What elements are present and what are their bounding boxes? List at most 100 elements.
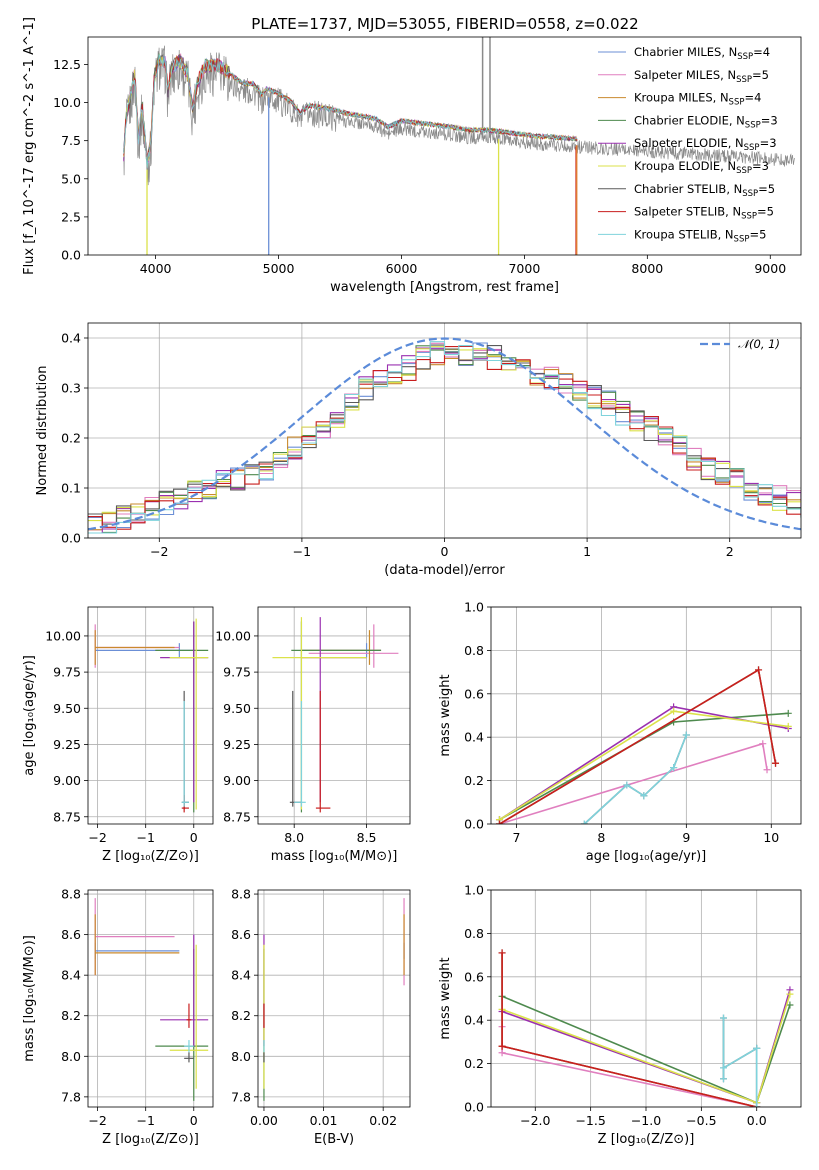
weight-line-salpeter-elodie [499,705,789,821]
x-tick-label: 2 [726,544,734,559]
plot-area-age-metallicity [94,618,209,813]
errorbar-point [301,630,382,665]
errorbar-point [184,1040,194,1053]
errorbar-point [155,621,209,813]
weight-marker [498,1042,506,1050]
x-tick-label: 9 [682,830,690,845]
y-tick-label: 0.0 [61,531,81,546]
model-line-kroupa-miles [123,54,578,168]
panel-mass-ebv: 0.00 0.01 0.02 7.8 8.0 8.2 8.4 8.6 8.8 E(B-V) [231,887,411,1147]
x-tick-label: 0 [190,1113,198,1128]
histogram-chabrier-elodie [88,345,801,534]
y-tick-label: 5.0 [61,171,81,186]
weight-marker [720,1014,727,1022]
panel-residuals: −2 −1 0 1 2 0.0 0.1 0.2 0.3 0.4 (data-model)/error… [35,322,802,578]
x-tick-label: −2 [88,830,106,845]
x-tick-label: 9000 [754,261,786,276]
y-tick-label: 1.0 [464,600,484,615]
x-axis-label: E(B-V) [314,1132,354,1147]
y-tick-label: 8.75 [223,809,251,824]
weight-marker [753,1103,761,1107]
x-tick-label: 8000 [631,261,663,276]
legend-label: Salpeter ELODIE, NSSP=3 [634,136,777,153]
y-tick-label: 8.6 [231,927,251,942]
axes-frame [257,606,411,825]
y-tick-label: 0.4 [61,331,81,346]
y-tick-label: 0.8 [464,643,484,658]
weight-marker [498,949,506,957]
y-tick-label: 0.3 [61,381,81,396]
weight-marker [682,731,690,739]
legend-label: Chabrier MILES, NSSP=4 [634,45,770,62]
errorbar-point [94,914,180,976]
y-tick-label: 8.6 [61,927,81,942]
x-axis-label: mass [log₁₀(M/M⊙)] [271,849,398,864]
y-tick-label: 8.4 [231,968,251,983]
model-line-salpeter-elodie [123,54,578,164]
panel-age-metallicity: −2 −1 0 8.75 9.00 9.25 9.50 9.75 10.00 Z [log₁₀(Z… [22,606,214,864]
x-tick-label: 6000 [386,261,418,276]
plot-area-mass-ebv [263,898,405,1101]
weight-line-kroupa-elodie [499,710,789,821]
y-tick-label: 2.5 [61,209,81,224]
weight-line-salpeter-miles [499,742,768,824]
y-tick-label: 8.0 [231,1049,251,1064]
panel-mass-metallicity: −2 −1 0 7.8 8.0 8.2 8.4 8.6 8.8 Z [log₁₀(Z/Z⊙)] ma… [22,887,214,1147]
y-tick-label: 0.0 [61,248,81,263]
errorbar-point [301,617,367,803]
legend-label: Salpeter MILES, NSSP=5 [634,68,769,85]
x-tick-label: 8 [597,830,605,845]
weight-line-chabrier-stelib [722,1018,758,1107]
y-tick-label: 1.0 [464,883,484,898]
weight-marker [720,1075,727,1083]
weight-marker [763,766,771,774]
y-axis-label: Flux [f_λ 10^-17 erg cm^-2 s^-1 A^-1] [22,17,37,275]
x-tick-label: 8.5 [357,830,377,845]
weight-marker [670,764,678,772]
x-axis-label: Z [log₁₀(Z/Z⊙)] [102,1132,199,1147]
y-tick-label: 9.75 [53,665,81,680]
plot-area-age-mass [272,617,399,813]
weight-marker [580,820,588,824]
y-tick-label: 8.2 [61,1008,81,1023]
weight-marker [755,666,763,674]
plot-area-spectrum [123,37,795,255]
y-tick-label: 8.2 [231,1008,251,1023]
weight-marker [786,1001,794,1009]
panel-mass-weight-metallicity: −2.0 −1.5 −1.0 −0.5 0.0 0.0 0.2 0.4 0.6 0.8 1.0 Z [… [438,883,802,1147]
x-tick-label: 7 [513,830,521,845]
errorbar-point [291,621,382,813]
x-tick-label: 0.0 [747,1113,767,1128]
weight-line-kroupa-miles [499,668,777,824]
plot-area-mass-metallicity [94,898,209,1101]
axes-frame [490,889,802,1108]
weight-marker [495,820,503,824]
y-axis-label: Normed distribution [35,366,50,496]
weight-line-salpeter-stelib [501,952,757,1107]
x-axis-label: wavelength [Angstrom, rest frame] [330,280,559,295]
errorbar-point [181,701,189,807]
y-tick-label: 7.5 [61,133,81,148]
errorbar-point [184,1052,194,1063]
legend: 𝒩(0, 1) [700,337,780,351]
y-tick-label: 8.4 [61,968,81,983]
histogram-salpeter-elodie [88,347,801,534]
panel-age-mass: 8.0 8.5 8.75 9.00 9.25 9.50 9.75 10.00 mass [log… [215,606,411,864]
errorbar-point [94,630,175,665]
gaussian-curve [88,337,801,531]
y-tick-label: 8.8 [61,887,81,902]
weight-line-salpeter-miles [501,1026,757,1107]
y-axis-label: mass weight [438,957,453,1039]
y-tick-label: 8.0 [61,1049,81,1064]
errorbar-point [160,934,209,1047]
y-tick-label: 8.8 [231,887,251,902]
x-axis-label: age [log₁₀(age/yr)] [586,849,707,864]
errorbar-point [308,624,399,668]
axes-frame [490,606,802,825]
y-axis-label: mass weight [438,674,453,756]
histogram-kroupa-stelib [88,341,801,534]
y-axis-label: mass [log₁₀(M/M⊙)] [22,935,37,1062]
weight-marker [784,722,792,730]
x-tick-label: −1 [136,1113,154,1128]
axes-frame [257,889,411,1108]
